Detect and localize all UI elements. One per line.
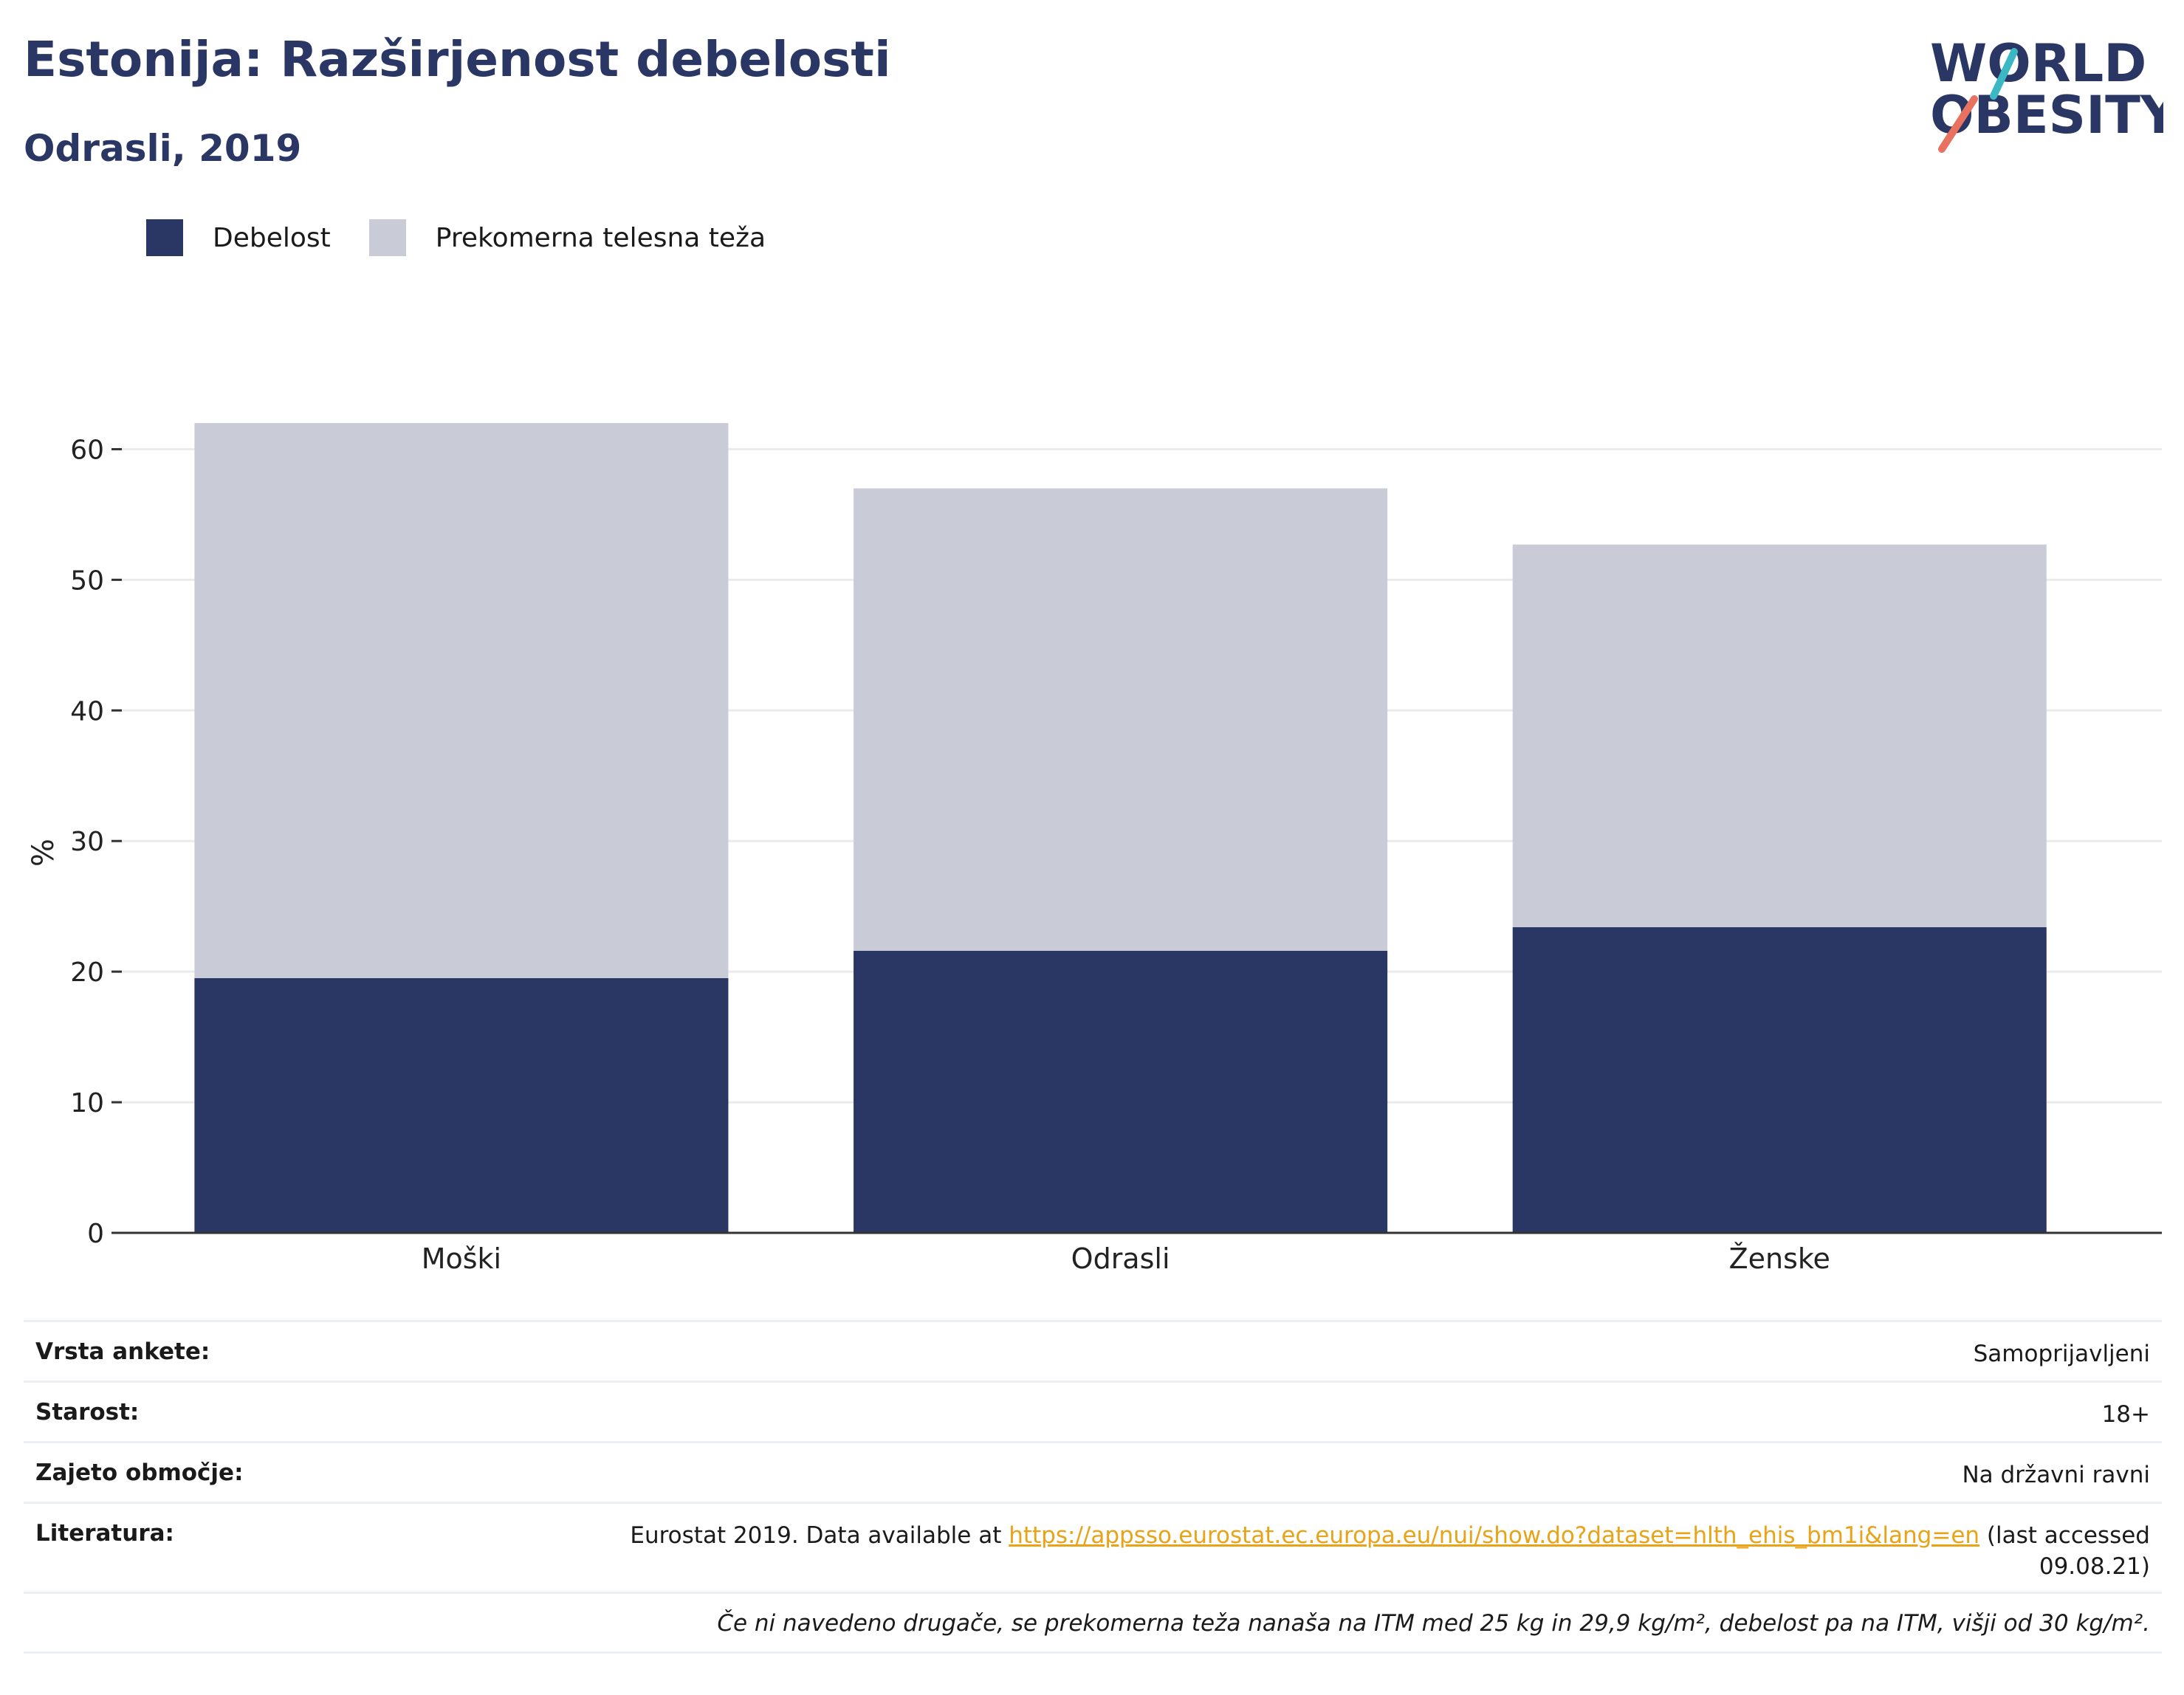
reference-prefix: Eurostat 2019. Data available at — [630, 1522, 1009, 1549]
reference-link[interactable]: https://appsso.eurostat.ec.europa.eu/nui… — [1009, 1522, 1980, 1549]
y-tick-label: 30 — [70, 827, 104, 857]
y-tick-label: 0 — [87, 1219, 104, 1249]
y-tick-label: 40 — [70, 696, 104, 726]
bar-prekomerna-2 — [1512, 544, 2047, 927]
reference-suffix: (last accessed 09.08.21) — [1979, 1522, 2150, 1580]
logo-line1: WORLD — [1930, 33, 2146, 94]
chart-subtitle: Odrasli, 2019 — [24, 127, 302, 170]
y-tick-label: 10 — [70, 1088, 104, 1118]
logo-slash-coral — [1938, 95, 1978, 153]
y-tick-label: 60 — [70, 435, 104, 465]
bar-prekomerna-1 — [854, 488, 1388, 951]
y-tick-label: 20 — [70, 957, 104, 988]
legend-swatch-prekomerna — [368, 219, 406, 256]
logo-line2: OBESITY — [1930, 85, 2163, 145]
meta-row-reference: Literatura: Eurostat 2019. Data availabl… — [24, 1502, 2162, 1592]
coverage-label: Zajeto območje: — [35, 1460, 244, 1486]
world-obesity-logo: WORLD OBESITY — [1930, 33, 2163, 153]
bar-debelost-0 — [194, 978, 729, 1233]
stacked-bar-chart: 0 10 20 30 40 50 60% Moški Odrasli Ženske — [27, 423, 2162, 1275]
survey-type-value: Samoprijavljeni — [1973, 1341, 2150, 1367]
legend-swatch-debelost — [146, 219, 183, 256]
bmi-definition-note: Če ni navedeno drugače, se prekomerna te… — [717, 1610, 2150, 1637]
meta-row-survey-type: Vrsta ankete: Samoprijavljeni — [24, 1320, 2162, 1381]
metadata-table: Vrsta ankete: Samoprijavljeni Starost: 1… — [24, 1320, 2162, 1654]
age-label: Starost: — [35, 1399, 140, 1426]
reference-value: Eurostat 2019. Data available at https:/… — [629, 1520, 2150, 1582]
legend-item-prekomerna: Prekomerna telesna teža — [368, 219, 766, 256]
legend-label-prekomerna: Prekomerna telesna teža — [435, 222, 766, 253]
logo-slash-teal — [1990, 48, 2018, 100]
legend-label-debelost: Debelost — [213, 222, 331, 253]
coverage-value: Na državni ravni — [1962, 1462, 2150, 1488]
meta-row-note: Če ni navedeno drugače, se prekomerna te… — [24, 1592, 2162, 1654]
legend-item-debelost: Debelost — [146, 219, 331, 256]
y-axis-title: % — [27, 839, 61, 867]
meta-row-age: Starost: 18+ — [24, 1381, 2162, 1441]
x-tick-label: Odrasli — [1071, 1242, 1170, 1275]
x-tick-label: Ženske — [1729, 1242, 1830, 1275]
bar-debelost-1 — [854, 950, 1388, 1233]
reference-label: Literatura: — [35, 1520, 174, 1547]
chart-title: Estonija: Razširjenost debelosti — [24, 31, 891, 88]
meta-row-coverage: Zajeto območje: Na državni ravni — [24, 1441, 2162, 1502]
y-tick-label: 50 — [70, 565, 104, 596]
x-tick-label: Moški — [422, 1242, 501, 1275]
age-value: 18+ — [2101, 1401, 2150, 1428]
bar-debelost-2 — [1512, 927, 2047, 1233]
bar-prekomerna-0 — [194, 423, 729, 978]
survey-type-label: Vrsta ankete: — [35, 1338, 210, 1365]
chart-legend: Debelost Prekomerna telesna teža — [146, 219, 804, 257]
